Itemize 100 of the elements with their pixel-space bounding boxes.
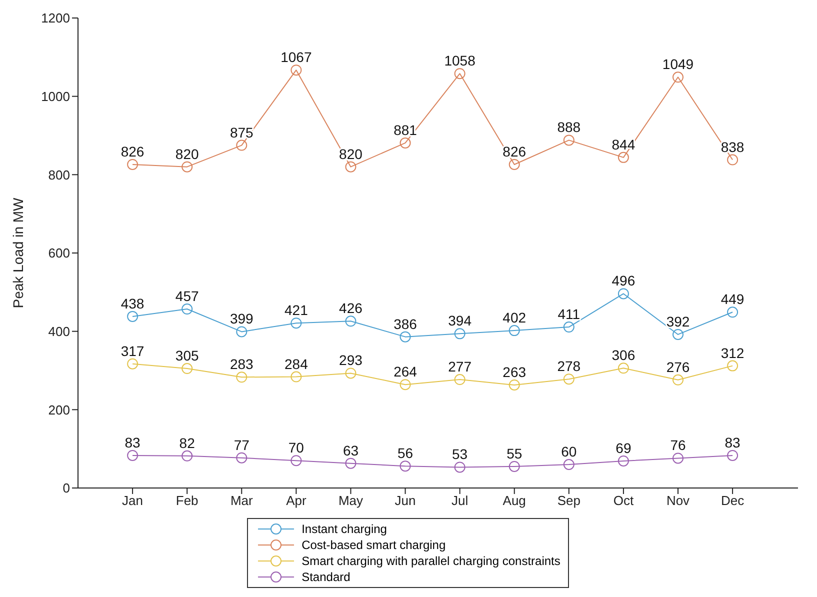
data-label: 386 xyxy=(394,316,418,332)
point xyxy=(618,152,629,163)
point xyxy=(345,458,356,469)
point xyxy=(672,72,684,83)
point xyxy=(508,460,520,472)
data-label: 399 xyxy=(230,310,254,327)
point xyxy=(727,360,738,372)
data-label: 881 xyxy=(394,122,418,138)
data-label: 76 xyxy=(670,437,686,454)
point xyxy=(400,460,411,472)
point xyxy=(182,304,193,315)
point xyxy=(400,331,411,342)
data-label: 394 xyxy=(448,312,472,329)
point xyxy=(563,134,574,146)
point xyxy=(182,363,193,374)
data-label: 820 xyxy=(175,146,199,162)
point xyxy=(727,306,738,318)
data-label: 1058 xyxy=(444,52,476,69)
data-label: 263 xyxy=(502,364,526,380)
data-label: 312 xyxy=(720,344,744,361)
data-label: 457 xyxy=(175,288,199,304)
point xyxy=(618,455,629,466)
x-tick-label: Oct xyxy=(613,493,634,508)
data-label: 305 xyxy=(175,348,199,364)
point xyxy=(454,328,466,340)
point xyxy=(508,325,520,336)
data-label: 402 xyxy=(502,310,526,326)
data-label: 426 xyxy=(339,300,363,316)
data-label: 55 xyxy=(506,445,522,462)
data-label: 826 xyxy=(120,143,144,160)
point xyxy=(672,452,684,464)
point xyxy=(672,328,684,340)
data-label: 317 xyxy=(120,342,144,359)
data-label: 888 xyxy=(557,119,581,136)
data-label: 69 xyxy=(616,440,632,456)
legend-label: Instant charging xyxy=(302,521,387,537)
data-label: 411 xyxy=(558,306,580,322)
y-tick-label: 200 xyxy=(48,402,70,418)
data-label: 293 xyxy=(339,352,363,368)
point xyxy=(727,450,738,461)
legend-label: Cost-based smart charging xyxy=(302,537,446,553)
point xyxy=(672,374,684,386)
point xyxy=(290,455,302,466)
data-label: 83 xyxy=(724,434,741,450)
x-tick-label: Jan xyxy=(122,493,144,508)
x-tick-label: Jun xyxy=(394,493,416,508)
x-tick-label: Mar xyxy=(230,493,254,508)
x-tick-label: Aug xyxy=(502,493,526,508)
point xyxy=(563,322,574,333)
point xyxy=(508,379,520,390)
point xyxy=(236,452,248,464)
data-label: 82 xyxy=(179,434,196,451)
data-label: 392 xyxy=(666,313,690,330)
point xyxy=(127,310,138,322)
x-tick-label: Dec xyxy=(720,493,745,508)
point xyxy=(182,450,193,462)
data-label: 1067 xyxy=(280,49,312,66)
data-label: 56 xyxy=(397,445,414,462)
point xyxy=(290,371,302,382)
data-label: 306 xyxy=(612,347,636,364)
point xyxy=(618,288,629,300)
point xyxy=(727,154,738,166)
data-label: 264 xyxy=(394,364,418,380)
point xyxy=(454,374,466,386)
point xyxy=(236,372,248,383)
point xyxy=(127,450,138,461)
point xyxy=(400,379,411,390)
point xyxy=(236,326,248,338)
data-label: 77 xyxy=(234,436,250,453)
x-tick-label: Apr xyxy=(286,493,307,508)
data-label: 277 xyxy=(448,358,472,375)
point xyxy=(345,368,356,379)
point xyxy=(454,462,466,473)
y-axis-title: Peak Load in MW xyxy=(10,196,26,308)
data-label: 83 xyxy=(124,434,141,450)
data-label: 60 xyxy=(561,444,577,460)
x-tick-label: Nov xyxy=(666,493,690,508)
point xyxy=(127,158,138,170)
point xyxy=(127,358,138,370)
data-label: 496 xyxy=(612,272,636,289)
data-label: 284 xyxy=(284,356,308,372)
data-label: 421 xyxy=(284,302,308,318)
data-label: 449 xyxy=(720,291,744,308)
data-label: 53 xyxy=(452,446,468,462)
point xyxy=(563,459,574,470)
y-tick-label: 1200 xyxy=(41,10,70,26)
point xyxy=(290,318,302,329)
data-label: 438 xyxy=(120,295,144,312)
x-tick-label: May xyxy=(338,493,364,508)
data-label: 283 xyxy=(230,356,254,372)
point xyxy=(290,64,302,76)
point xyxy=(345,161,356,172)
point xyxy=(400,137,411,148)
y-tick-label: 400 xyxy=(48,324,70,339)
point xyxy=(182,161,193,172)
y-tick-label: 1000 xyxy=(41,88,70,104)
point xyxy=(345,316,356,327)
point xyxy=(236,140,248,151)
point xyxy=(454,68,466,80)
y-tick-label: 600 xyxy=(48,246,70,261)
